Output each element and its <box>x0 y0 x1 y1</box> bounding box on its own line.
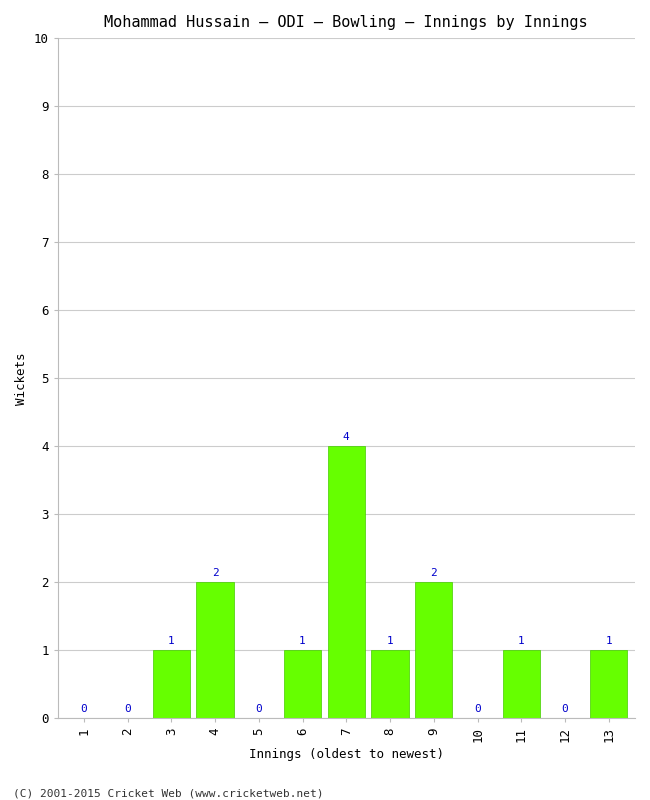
Text: 0: 0 <box>81 704 87 714</box>
Bar <box>284 650 321 718</box>
Bar <box>590 650 627 718</box>
Text: 0: 0 <box>255 704 262 714</box>
Text: 1: 1 <box>387 636 393 646</box>
X-axis label: Innings (oldest to newest): Innings (oldest to newest) <box>249 748 444 761</box>
Y-axis label: Wickets: Wickets <box>15 352 28 405</box>
Bar <box>502 650 540 718</box>
Text: 1: 1 <box>299 636 306 646</box>
Bar <box>153 650 190 718</box>
Text: 1: 1 <box>605 636 612 646</box>
Text: 1: 1 <box>168 636 175 646</box>
Text: 2: 2 <box>430 567 437 578</box>
Text: 1: 1 <box>518 636 525 646</box>
Text: 2: 2 <box>212 567 218 578</box>
Bar <box>415 582 452 718</box>
Bar <box>371 650 409 718</box>
Text: 0: 0 <box>474 704 481 714</box>
Text: 4: 4 <box>343 431 350 442</box>
Bar <box>196 582 233 718</box>
Bar <box>328 446 365 718</box>
Title: Mohammad Hussain – ODI – Bowling – Innings by Innings: Mohammad Hussain – ODI – Bowling – Innin… <box>105 15 588 30</box>
Text: 0: 0 <box>562 704 568 714</box>
Text: 0: 0 <box>124 704 131 714</box>
Text: (C) 2001-2015 Cricket Web (www.cricketweb.net): (C) 2001-2015 Cricket Web (www.cricketwe… <box>13 788 324 798</box>
